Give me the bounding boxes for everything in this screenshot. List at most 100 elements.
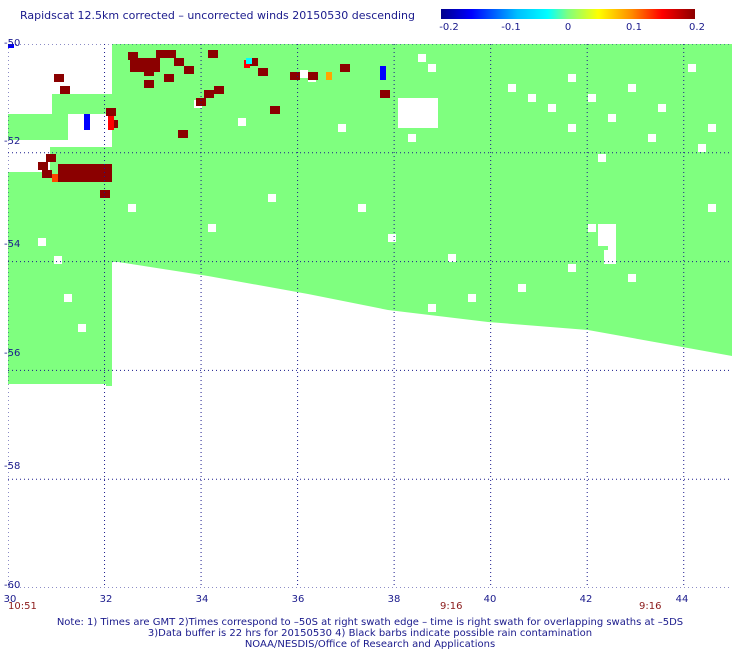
missing-cell — [528, 94, 536, 102]
missing-cell — [78, 324, 86, 332]
lat-label: -50 — [4, 38, 21, 49]
missing-cell — [508, 84, 516, 92]
negative-diff-cell — [380, 66, 386, 80]
colorbar-tick: -0.2 — [439, 22, 459, 33]
missing-cell — [598, 154, 606, 162]
lon-label: 38 — [387, 594, 401, 605]
positive-diff-cell — [54, 74, 64, 82]
lat-lon-grid — [8, 44, 732, 588]
swath-cell — [52, 94, 112, 114]
missing-cell — [568, 264, 576, 272]
colorbar-gradient — [441, 9, 695, 19]
missing-cell — [604, 250, 616, 264]
positive-diff-cell — [248, 58, 258, 66]
lat-label: -54 — [4, 239, 21, 250]
positive-diff-cell — [164, 74, 174, 82]
missing-cell — [418, 54, 426, 62]
positive-diff-cell — [214, 86, 224, 94]
positive-diff-cell — [58, 164, 112, 182]
missing-cell — [648, 134, 656, 142]
missing-cell — [588, 94, 596, 102]
missing-cell — [588, 224, 596, 232]
positive-diff-cell — [42, 170, 52, 178]
missing-cell — [208, 224, 216, 232]
lon-label: 30 — [3, 594, 17, 605]
missing-cell — [708, 204, 716, 212]
swath-cell — [8, 114, 68, 140]
colorbar-tick: 0.2 — [689, 22, 705, 33]
colorbar-tick: -0.1 — [501, 22, 521, 33]
plot-title: Rapidscat 12.5km corrected – uncorrected… — [20, 9, 416, 22]
positive-diff-cell — [208, 50, 218, 58]
positive-diff-cell — [174, 58, 184, 66]
positive-diff-cell — [100, 190, 110, 198]
missing-cell — [338, 124, 346, 132]
positive-diff-cell — [166, 50, 176, 58]
positive-diff-cell — [204, 90, 214, 98]
missing-cell — [428, 64, 436, 72]
missing-cell — [698, 144, 706, 152]
positive-diff-cell — [144, 80, 154, 88]
swath-time: 9:16 — [440, 601, 463, 612]
negative-diff-cell — [246, 58, 252, 64]
missing-cell — [38, 238, 46, 246]
missing-cell — [300, 70, 308, 78]
missing-cell — [358, 204, 366, 212]
missing-cell — [448, 254, 456, 262]
missing-cell — [608, 114, 616, 122]
swath-time: 10:51 — [8, 601, 37, 612]
missing-cell — [658, 104, 666, 112]
positive-diff-cell — [380, 90, 390, 98]
positive-diff-cell — [196, 98, 206, 106]
missing-cell — [688, 64, 696, 72]
note-line-3: NOAA/NESDIS/Office of Research and Appli… — [244, 639, 496, 650]
positive-diff-cell — [308, 72, 318, 80]
positive-diff-cell — [326, 72, 332, 80]
missing-cell — [128, 204, 136, 212]
positive-diff-cell — [38, 162, 48, 170]
missing-cell — [628, 84, 636, 92]
swath-time: 9:16 — [639, 601, 662, 612]
missing-cell — [468, 294, 476, 302]
missing-cell — [628, 274, 636, 282]
missing-cell — [568, 74, 576, 82]
positive-diff-cell — [270, 106, 280, 114]
missing-cell — [598, 224, 616, 246]
lon-label: 34 — [195, 594, 209, 605]
positive-diff-cell — [128, 52, 138, 60]
missing-cell — [398, 98, 438, 128]
colorbar-tick: 0.1 — [626, 22, 642, 33]
positive-diff-cell — [290, 72, 300, 80]
missing-cell — [608, 244, 616, 252]
lon-label: 40 — [483, 594, 497, 605]
positive-diff-cell — [130, 58, 160, 72]
missing-cell — [64, 294, 72, 302]
lat-label: -56 — [4, 348, 21, 359]
negative-diff-cell — [84, 114, 90, 130]
lat-label: -52 — [4, 136, 21, 147]
positive-diff-cell — [46, 154, 56, 162]
missing-cell — [408, 134, 416, 142]
positive-diff-cell — [178, 130, 188, 138]
positive-diff-cell — [106, 108, 116, 116]
missing-cell — [268, 194, 276, 202]
positive-diff-cell — [156, 50, 166, 58]
missing-cell — [568, 124, 576, 132]
lat-label: -58 — [4, 461, 21, 472]
positive-diff-cell — [340, 64, 350, 72]
negative-diff-cell — [8, 44, 14, 48]
positive-diff-cell — [108, 116, 114, 130]
wind-difference-field — [8, 44, 732, 386]
positive-diff-cell — [60, 86, 70, 94]
lon-label: 36 — [291, 594, 305, 605]
colorbar-tick: 0 — [564, 22, 572, 33]
missing-cell — [238, 118, 246, 126]
positive-diff-cell — [52, 174, 58, 182]
positive-diff-cell — [258, 68, 268, 76]
lon-label: 42 — [579, 594, 593, 605]
colorbar — [441, 9, 695, 19]
note-line-2: 3)Data buffer is 22 hrs for 20150530 4) … — [147, 628, 593, 639]
missing-cell — [708, 124, 716, 132]
missing-cell — [548, 104, 556, 112]
lon-label: 32 — [99, 594, 113, 605]
